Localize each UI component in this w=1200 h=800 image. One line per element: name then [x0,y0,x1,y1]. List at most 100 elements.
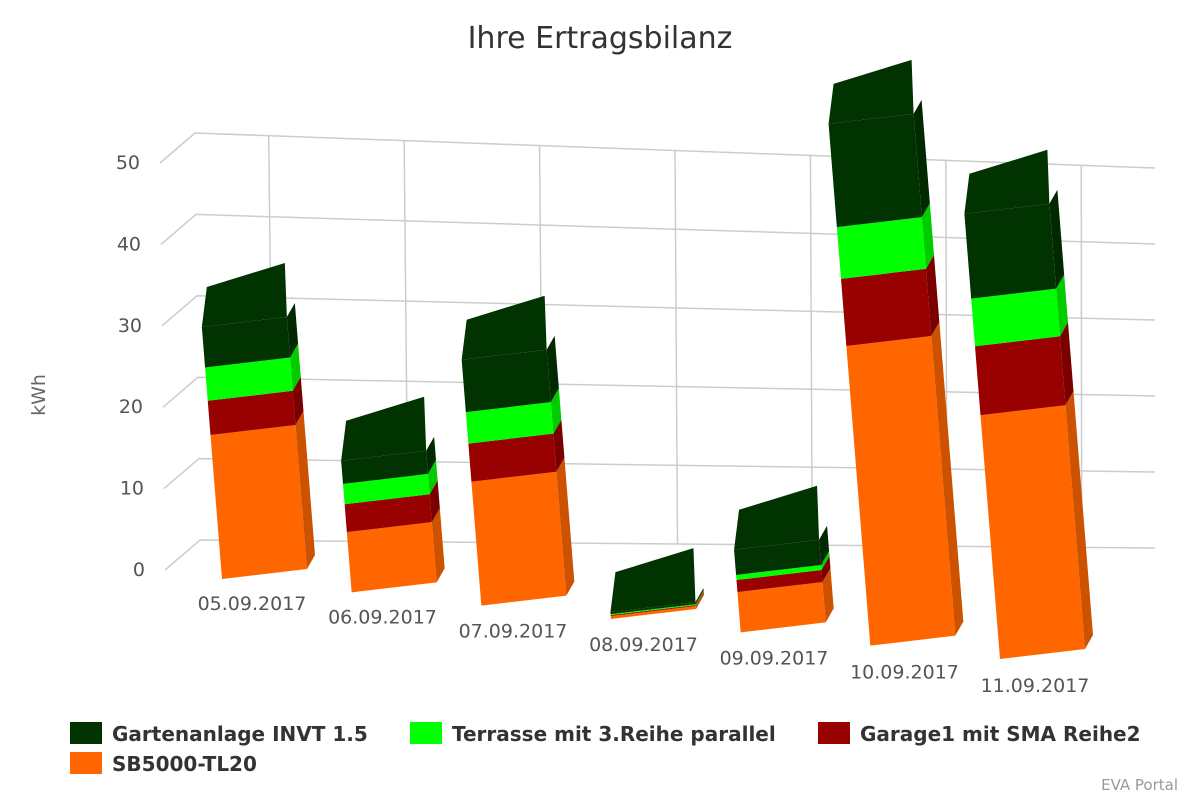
bar-segment-side [695,590,704,606]
bar-segment [736,569,823,593]
legend-item-label[interactable]: SB5000-TL20 [112,752,257,776]
bar-stack [610,548,704,619]
bar-top-cap [341,396,427,461]
legend-swatch [410,722,442,744]
bar-segment-side [546,335,559,403]
bar-stack [461,295,575,606]
x-tick-label: 06.09.2017 [328,607,437,629]
bar-segment-side [695,591,704,607]
vertical-gridline [809,155,813,546]
y-tick-label: 40 [117,233,141,255]
bar-segment-side [695,588,704,605]
bar-segment-side [1056,274,1068,337]
bar-segment-side [821,555,831,583]
y-tick-label: 0 [133,559,145,581]
bar-stack [734,485,834,633]
bar-segment-side [427,459,438,495]
bar-top-cap [828,59,914,124]
gridline [161,295,1156,327]
x-tick-label: 07.09.2017 [459,620,568,642]
bar-segment-side [295,411,315,569]
bar-segment [980,405,1085,659]
x-tick-label: 10.09.2017 [850,661,959,683]
bar-segment [471,471,567,606]
bar-segment [210,425,307,579]
legend-item-label[interactable]: Gartenanlage INVT 1.5 [112,722,368,746]
gridline [164,539,1156,571]
legend-item-label[interactable]: Garage1 mit SMA Reihe2 [860,722,1141,746]
bar-segment-side [426,436,436,474]
bar-segment-side [1065,391,1093,649]
bar-segment-side [821,550,830,570]
bar-segment [468,433,557,482]
y-axis-ticks: 0 10 20 30 40 50 [116,152,145,581]
legend-item-label[interactable]: Terrasse mit 3.Reihe parallel [452,722,776,746]
bar-segment-side [286,303,299,358]
bar-segment-side [429,480,440,523]
bar-segment-side [431,508,445,583]
bar-segment [465,402,554,444]
vertical-gridline [674,150,679,545]
bar-segment-side [1059,322,1074,406]
y-tick-label: 50 [116,152,140,174]
bar-segment [344,494,432,533]
bar-segment [341,450,428,484]
bar-segment-side [931,322,964,636]
bar-segment [610,604,696,616]
bar-top-cap [610,548,696,613]
bar-segment-side [695,592,704,609]
legend: Gartenanlage INVT 1.5 Terrasse mit 3.Reih… [70,722,1141,776]
bar-segment-side [822,568,834,623]
gridline [163,457,1156,490]
y-tick-label: 20 [119,396,143,418]
bar-top-cap [964,149,1050,214]
bar-segment [342,473,430,505]
bar-stack [201,263,315,579]
bar-segment [461,349,551,413]
bar-stack [964,149,1093,659]
bar-segment [734,539,822,575]
bar-top-cap [734,485,820,550]
credit-label[interactable]: EVA Portal [1101,776,1178,794]
bar-segment-side [913,99,930,218]
bar-segment-side [290,343,301,391]
chart-title: Ihre Ertragsbilanz [468,21,733,56]
bar-segment [828,113,922,228]
bar-segment [971,288,1060,347]
bar-segment [964,203,1057,299]
x-axis-ticks: 05.09.2017 06.09.2017 07.09.2017 08.09.2017… [198,593,1090,697]
bar-segment-side [921,203,934,269]
bar-segment-side [556,457,575,596]
bar-segment [201,317,291,368]
bar-segment-side [819,525,830,565]
legend-swatch [70,752,102,774]
bar-segment-side [553,419,565,472]
bar-stack [828,59,964,646]
bar-segment [737,582,826,633]
bar-segment [346,522,437,593]
y-tick-label: 10 [120,478,144,500]
bar-segment [840,268,932,346]
bars [201,59,1093,659]
y-axis-label: kWh [28,374,50,416]
bar-segment [205,357,293,401]
bar-segment [207,390,296,435]
x-tick-label: 05.09.2017 [198,593,307,615]
bar-segment-side [550,388,562,434]
bar-top-cap [201,263,287,327]
bar-segment [846,336,956,646]
y-tick-label: 30 [118,315,142,337]
bar-segment [736,564,822,580]
bar-top-cap [461,295,547,360]
bar-stack [341,396,445,593]
bar-segment-side [1049,189,1065,289]
bar-segment-side [292,376,304,425]
x-tick-label: 08.09.2017 [589,634,698,656]
gridline [160,213,1156,245]
bar-segment [610,606,696,619]
legend-swatch [70,722,102,744]
x-tick-label: 09.09.2017 [720,648,829,670]
legend-swatch [818,722,850,744]
gridline [162,376,1156,408]
